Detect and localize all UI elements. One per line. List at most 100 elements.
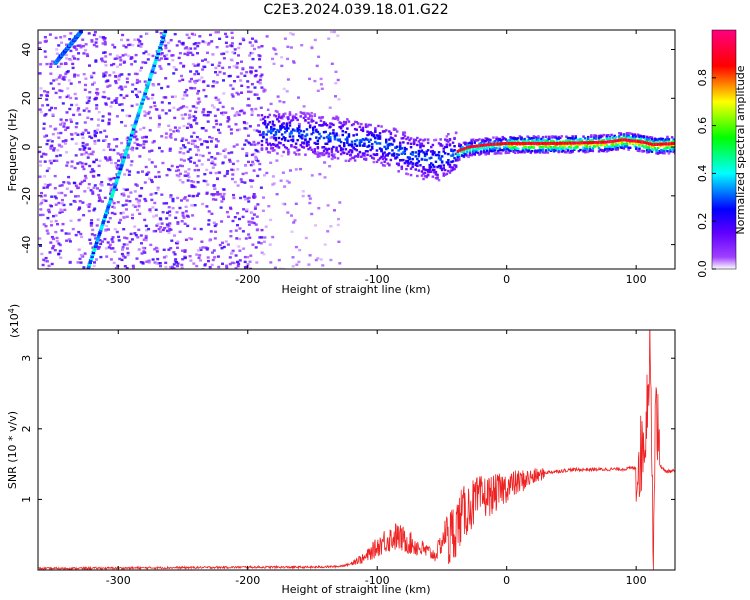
line-cell bbox=[608, 137, 612, 140]
line-cell bbox=[391, 137, 394, 140]
line-cell bbox=[411, 153, 414, 156]
line-cell bbox=[590, 149, 593, 152]
line-peak-cell bbox=[535, 141, 539, 145]
line-cell bbox=[367, 123, 371, 127]
heat-cell bbox=[142, 238, 146, 241]
heat-cell bbox=[224, 148, 227, 151]
line-cell bbox=[527, 146, 531, 149]
line-cell bbox=[366, 150, 369, 153]
track-cell bbox=[150, 71, 154, 75]
line-cell bbox=[447, 133, 450, 136]
line-peak-cell bbox=[552, 141, 556, 145]
heat-cell bbox=[119, 218, 123, 222]
line-cell bbox=[472, 150, 475, 153]
line-cell bbox=[622, 144, 626, 147]
heat-cell bbox=[216, 140, 220, 143]
heat-cell bbox=[238, 42, 242, 46]
line-cell bbox=[315, 121, 318, 124]
line-cell bbox=[378, 142, 382, 145]
line-cell bbox=[583, 144, 587, 147]
heat-cell bbox=[215, 98, 219, 102]
heat-cell bbox=[197, 78, 201, 82]
line-cell bbox=[332, 131, 335, 135]
track-cell bbox=[129, 133, 134, 137]
heat-cell bbox=[54, 91, 58, 95]
line-cell bbox=[482, 139, 486, 143]
heat-cell bbox=[269, 161, 273, 164]
heat-cell bbox=[230, 151, 234, 154]
heat-cell bbox=[192, 119, 196, 122]
heat-cell bbox=[259, 118, 263, 121]
track-cell bbox=[134, 119, 138, 123]
heat-cell bbox=[240, 91, 243, 94]
heat-cell bbox=[108, 243, 112, 247]
line-cell bbox=[532, 145, 536, 148]
heat-cell bbox=[84, 143, 88, 147]
heat-cell bbox=[93, 134, 97, 137]
line-cell bbox=[444, 152, 447, 155]
heat-cell bbox=[76, 109, 80, 112]
heat-cell bbox=[51, 87, 55, 90]
heat-cell bbox=[107, 121, 111, 124]
heat-cell bbox=[229, 84, 233, 87]
heat-cell bbox=[315, 64, 319, 68]
line-cell bbox=[568, 136, 571, 140]
line-cell bbox=[299, 115, 302, 118]
heat-cell bbox=[164, 112, 168, 115]
heat-cell bbox=[198, 100, 202, 103]
heat-cell bbox=[60, 145, 64, 148]
line-cell bbox=[568, 145, 571, 149]
line-cell bbox=[510, 139, 514, 143]
heat-cell bbox=[62, 203, 66, 207]
line-peak-cell bbox=[574, 141, 577, 145]
heat-cell bbox=[63, 35, 67, 38]
track-cell bbox=[128, 139, 132, 143]
line-cell bbox=[395, 130, 399, 133]
heat-cell bbox=[83, 174, 87, 178]
heat-cell bbox=[137, 90, 141, 93]
colorbar-tick-label: 0.0 bbox=[696, 260, 709, 278]
heat-cell bbox=[114, 267, 118, 269]
line-cell bbox=[288, 135, 292, 138]
line-cell bbox=[545, 151, 548, 154]
line-cell bbox=[672, 150, 675, 154]
line-cell bbox=[433, 139, 436, 142]
line-cell bbox=[433, 151, 436, 154]
heat-cell bbox=[227, 151, 231, 155]
line-cell bbox=[610, 133, 613, 137]
line-cell bbox=[315, 152, 318, 155]
line-cell bbox=[318, 152, 321, 155]
line-cell bbox=[489, 149, 492, 153]
heat-cell bbox=[161, 161, 165, 165]
heat-cell bbox=[149, 193, 153, 196]
heat-cell bbox=[67, 79, 71, 82]
line-cell bbox=[313, 141, 316, 145]
line-cell bbox=[363, 142, 366, 145]
heat-cell bbox=[230, 31, 234, 34]
line-cell bbox=[426, 170, 430, 173]
line-cell bbox=[579, 139, 582, 142]
line-cell bbox=[475, 139, 478, 142]
line-cell bbox=[473, 141, 476, 144]
heat-cell bbox=[81, 131, 85, 134]
heat-cell bbox=[223, 174, 227, 178]
heat-cell bbox=[178, 230, 182, 233]
line-cell bbox=[374, 140, 377, 144]
heat-cell bbox=[123, 265, 127, 268]
line-cell bbox=[672, 140, 675, 143]
heat-cell bbox=[168, 128, 172, 132]
line-cell bbox=[377, 134, 380, 137]
line-cell bbox=[277, 115, 281, 118]
line-cell bbox=[312, 150, 315, 154]
line-cell bbox=[416, 157, 419, 161]
line-cell bbox=[621, 136, 624, 140]
heat-cell bbox=[48, 33, 52, 36]
heat-cell bbox=[165, 57, 169, 60]
heat-cell bbox=[182, 159, 186, 162]
heat-cell bbox=[211, 198, 215, 201]
heat-cell bbox=[48, 183, 52, 186]
heat-cell bbox=[90, 168, 94, 171]
line-cell bbox=[569, 149, 573, 153]
line-cell bbox=[461, 150, 464, 153]
heat-cell bbox=[158, 116, 162, 120]
